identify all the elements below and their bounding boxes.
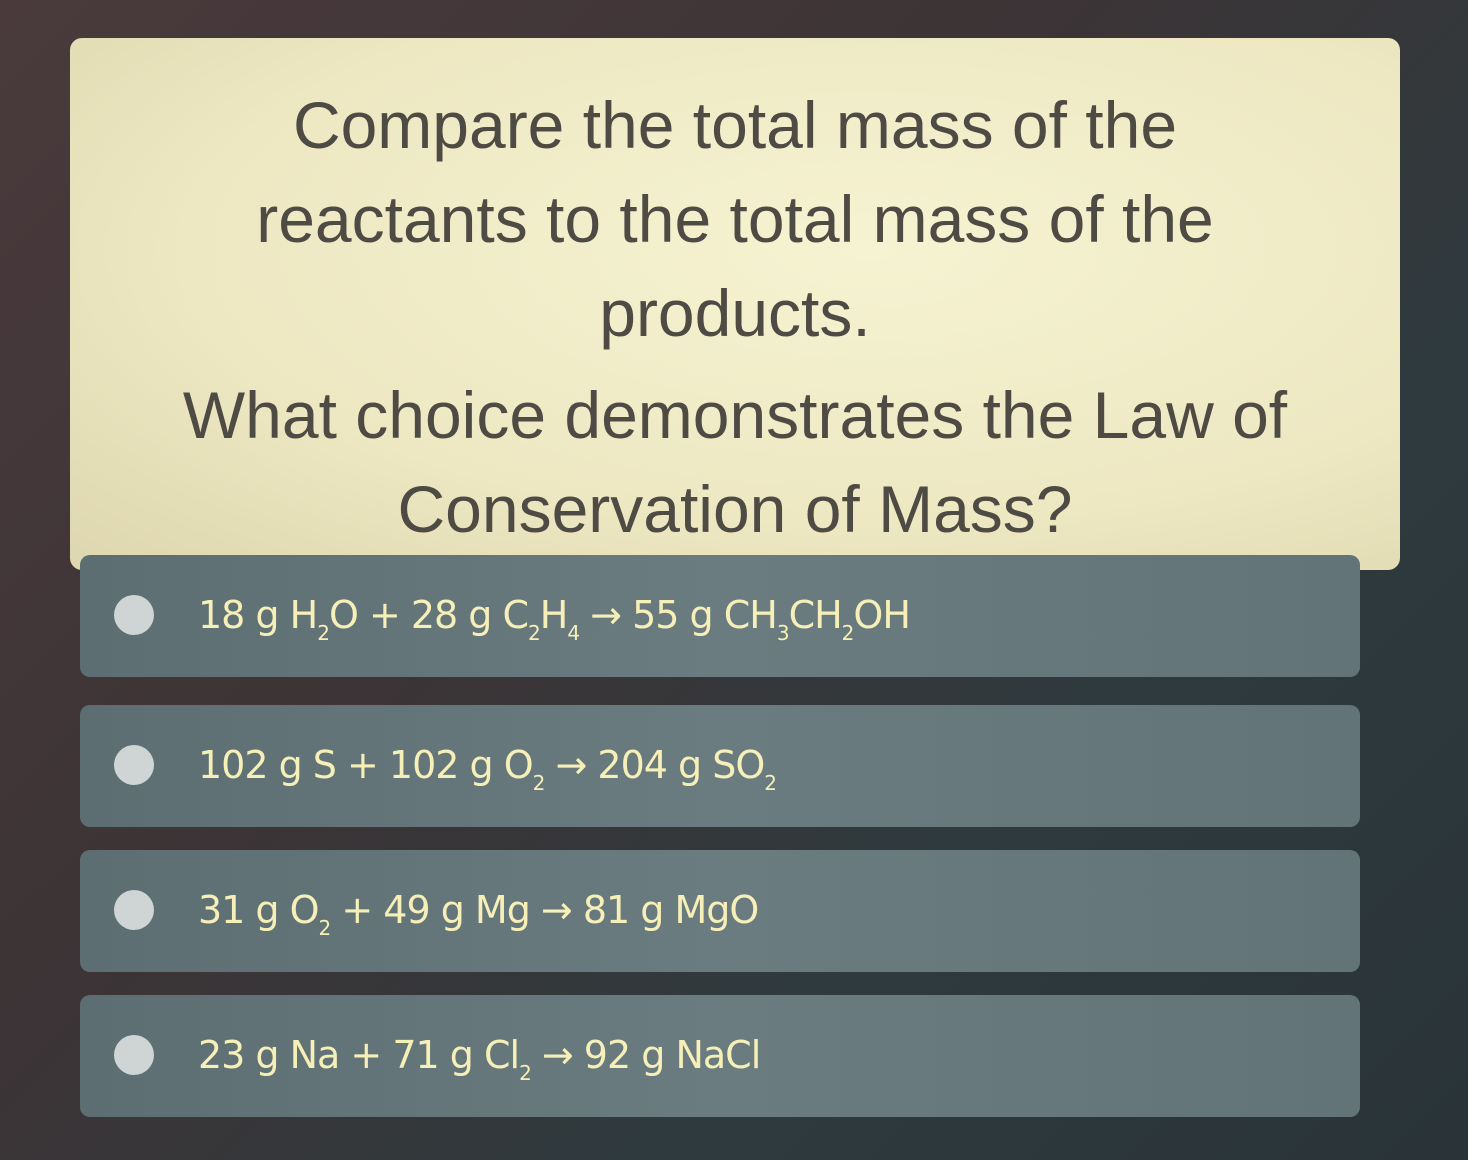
answer-option-2[interactable]: 102 g S + 102 g O2 → 204 g SO2 <box>80 705 1360 827</box>
question-card: Compare the total mass of the reactants … <box>70 38 1400 570</box>
question-text: What choice demonstrates the Law of Cons… <box>182 378 1288 546</box>
formula-text: + 49 g Mg → 81 g MgO <box>330 888 759 932</box>
option-formula: 23 g Na + 71 g Cl2 → 92 g NaCl <box>198 1033 761 1085</box>
answer-option-4[interactable]: 23 g Na + 71 g Cl2 → 92 g NaCl <box>80 995 1360 1117</box>
question-prompt: Compare the total mass of the reactants … <box>256 88 1214 350</box>
formula-subscript: 3 <box>776 621 790 645</box>
formula-subscript: 2 <box>317 621 330 645</box>
formula-subscript: 2 <box>841 621 855 645</box>
formula-text: → 55 g CH <box>579 593 778 637</box>
formula-subscript: 2 <box>318 916 332 940</box>
formula-text: 31 g O <box>198 888 320 932</box>
answer-option-1[interactable]: 18 g H2O + 28 g C2H4 → 55 g CH3CH2OH <box>80 555 1360 677</box>
formula-text: 102 g S + 102 g O <box>198 743 534 787</box>
formula-subscript: 2 <box>764 771 777 795</box>
formula-text: CH <box>788 593 843 637</box>
radio-button[interactable] <box>114 890 154 930</box>
formula-subscript: 2 <box>532 771 546 795</box>
formula-subscript: 4 <box>567 621 580 645</box>
formula-text: H <box>539 593 569 637</box>
option-formula: 31 g O2 + 49 g Mg → 81 g MgO <box>198 888 759 940</box>
formula-text: O + 28 g C <box>328 593 529 637</box>
answer-option-3[interactable]: 31 g O2 + 49 g Mg → 81 g MgO <box>80 850 1360 972</box>
radio-button[interactable] <box>114 745 154 785</box>
formula-text: → 92 g NaCl <box>530 1033 761 1077</box>
formula-text: 23 g Na + 71 g Cl <box>198 1033 520 1077</box>
radio-button[interactable] <box>114 595 154 635</box>
formula-text: → 204 g SO <box>544 743 765 787</box>
option-formula: 18 g H2O + 28 g C2H4 → 55 g CH3CH2OH <box>198 593 911 645</box>
formula-subscript: 2 <box>519 1061 532 1085</box>
formula-subscript: 2 <box>528 621 541 645</box>
radio-button[interactable] <box>114 1035 154 1075</box>
option-formula: 102 g S + 102 g O2 → 204 g SO2 <box>198 743 777 795</box>
formula-text: OH <box>853 593 910 637</box>
formula-text: 18 g H <box>198 593 318 637</box>
